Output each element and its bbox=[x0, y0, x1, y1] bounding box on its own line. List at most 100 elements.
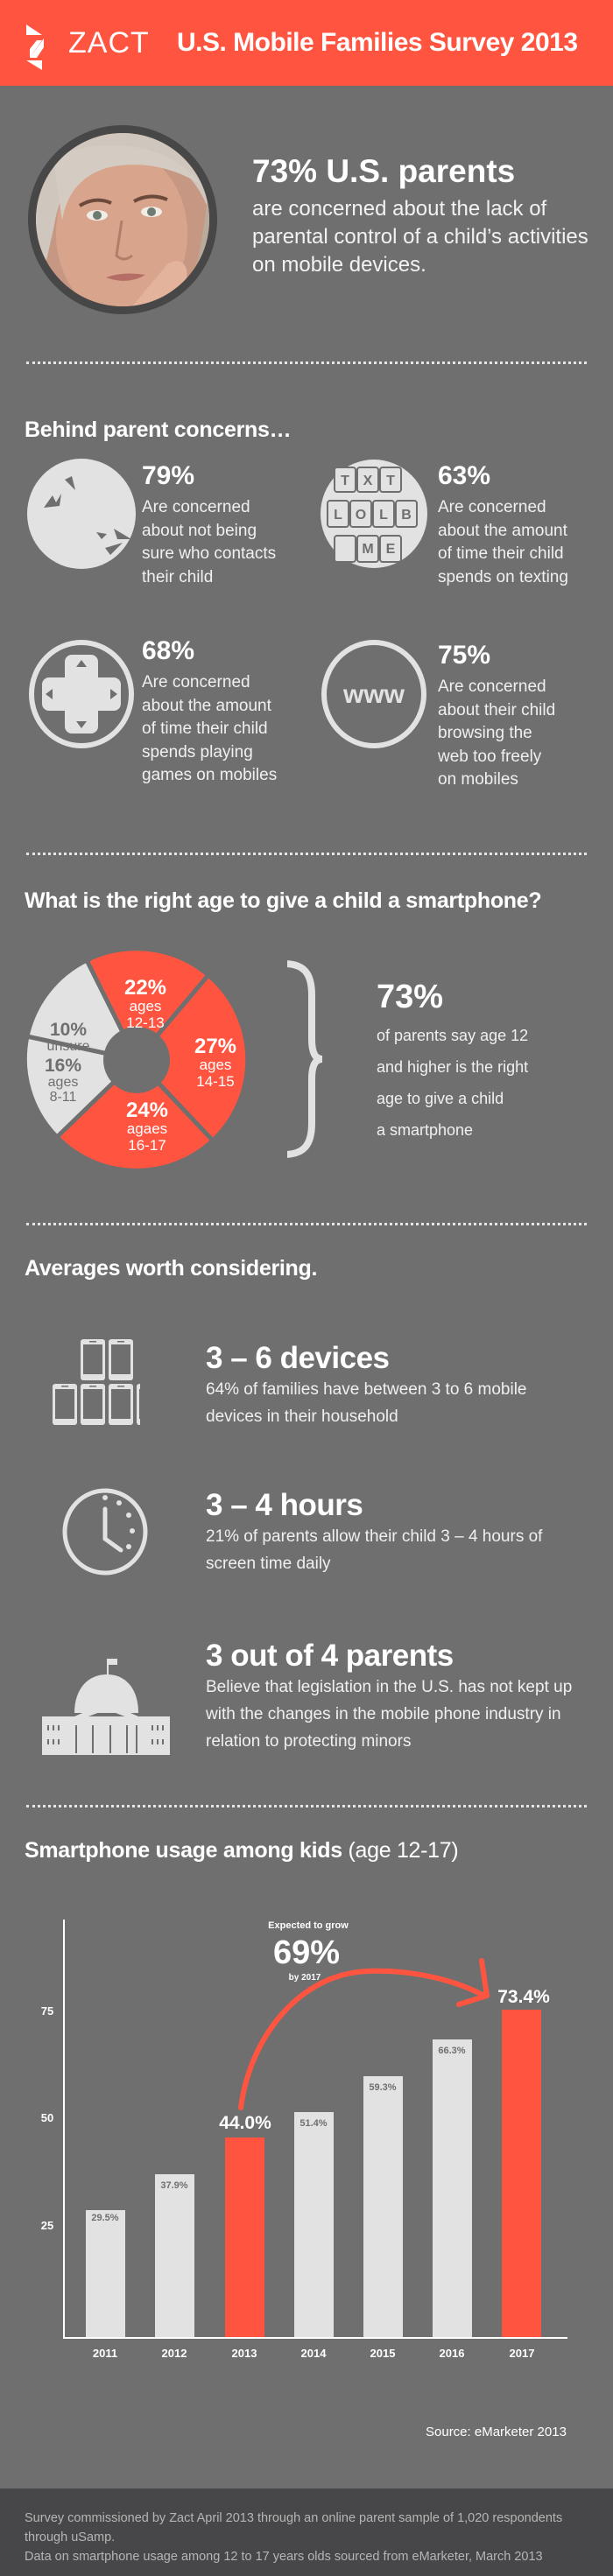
section-divider bbox=[26, 361, 587, 364]
legislation-stat: 3 out of 4 parents bbox=[206, 1639, 454, 1673]
footer-data-note: Data on smartphone usage among 12 to 17 … bbox=[25, 2550, 543, 2564]
svg-text:8-11: 8-11 bbox=[50, 1090, 77, 1105]
concern-line: sure who contacts bbox=[142, 544, 277, 563]
svg-text:T: T bbox=[341, 474, 349, 488]
summary-line: and higher is the right bbox=[377, 1058, 529, 1076]
svg-text:51.4%: 51.4% bbox=[299, 2118, 327, 2129]
svg-text:L: L bbox=[379, 508, 388, 523]
concern-line: on mobiles bbox=[438, 770, 518, 789]
svg-text:M: M bbox=[362, 542, 373, 557]
summary-line: age to give a child bbox=[377, 1090, 504, 1107]
devices-icon bbox=[53, 1339, 140, 1425]
svg-text:50: 50 bbox=[41, 2111, 53, 2124]
capitol-icon bbox=[42, 1659, 170, 1755]
svg-text:16%: 16% bbox=[45, 1056, 81, 1076]
svg-text:2016: 2016 bbox=[440, 2347, 465, 2360]
usage-title-bold: Smartphone usage among kids bbox=[25, 1838, 342, 1863]
page-title: U.S. Mobile Families Survey 2013 bbox=[177, 28, 578, 57]
concern-line: spends on texting bbox=[438, 567, 568, 586]
legislation-description: Believe that legislation in the U.S. has… bbox=[206, 1678, 573, 1751]
svg-text:ages: ages bbox=[200, 1056, 232, 1073]
concern-stat: 79% bbox=[142, 461, 195, 490]
svg-text:ages: ages bbox=[48, 1075, 79, 1090]
svg-text:by 2017: by 2017 bbox=[289, 1973, 321, 1983]
intro-description: are concerned about the lack of parental… bbox=[252, 197, 588, 277]
clock-icon bbox=[62, 1488, 148, 1576]
age-summary-description: of parents say age 12 and higher is the … bbox=[377, 1020, 578, 1146]
svg-text:16-17: 16-17 bbox=[128, 1137, 166, 1154]
svg-text:37.9%: 37.9% bbox=[160, 2180, 187, 2191]
svg-text:ages: ages bbox=[130, 998, 162, 1014]
svg-text:2015: 2015 bbox=[370, 2347, 396, 2360]
summary-line: of parents say age 12 bbox=[377, 1027, 529, 1044]
svg-text:O: O bbox=[356, 508, 366, 523]
svg-text:29.5%: 29.5% bbox=[91, 2213, 118, 2223]
zact-logo-icon bbox=[26, 25, 44, 70]
concern-line: their child bbox=[142, 567, 214, 586]
concern-item-gaming bbox=[26, 639, 137, 754]
svg-text:10%: 10% bbox=[50, 1020, 87, 1040]
svg-text:www: www bbox=[342, 680, 405, 709]
age-summary-stat: 73% bbox=[377, 979, 444, 1015]
concern-description: Are concerned about not being sure who c… bbox=[142, 496, 308, 589]
concern-line: about the amount bbox=[438, 521, 567, 540]
svg-text:Expected to grow: Expected to grow bbox=[268, 1920, 349, 1931]
svg-text:69%: 69% bbox=[273, 1934, 340, 1971]
averages-title: Averages worth considering. bbox=[25, 1256, 318, 1281]
concerns-title: Behind parent concerns… bbox=[25, 418, 292, 442]
concern-stat: 75% bbox=[438, 641, 491, 670]
concern-item-browsing: www bbox=[319, 639, 429, 754]
concern-line: Are concerned bbox=[142, 673, 250, 691]
concern-item-texting: T X T L O L B M E bbox=[319, 459, 429, 573]
svg-text:L: L bbox=[334, 508, 342, 523]
concern-line: browsing the bbox=[438, 724, 532, 742]
section-divider bbox=[26, 1223, 587, 1225]
section-divider bbox=[26, 1805, 587, 1807]
footer-survey-note: Survey commissioned by Zact April 2013 t… bbox=[25, 2511, 563, 2544]
keyboard-icon: T X T L O L B M E bbox=[321, 460, 427, 568]
svg-text:75: 75 bbox=[41, 2004, 53, 2018]
svg-text:12-13: 12-13 bbox=[126, 1014, 164, 1031]
svg-text:14-15: 14-15 bbox=[196, 1073, 234, 1090]
intro-headline: 73% U.S. parents bbox=[252, 153, 516, 189]
concern-line: about their child bbox=[438, 700, 556, 719]
svg-text:E: E bbox=[386, 542, 396, 557]
concern-line: Are concerned bbox=[438, 498, 546, 516]
usage-bar-chart: 75 50 25 29.5% 37.9% 51.4% 59.3% 66.3% 4… bbox=[41, 1920, 567, 2360]
hours-stat: 3 – 4 hours bbox=[206, 1488, 363, 1522]
svg-text:44.0%: 44.0% bbox=[219, 2113, 271, 2133]
concern-line: about not being bbox=[142, 521, 257, 540]
concern-description: Are concerned about their child browsing… bbox=[438, 676, 604, 792]
chart-source: Source: eMarketer 2013 bbox=[426, 2425, 567, 2439]
curly-brace-icon bbox=[287, 960, 322, 1158]
portrait-photo bbox=[28, 125, 217, 314]
concern-item-contacts bbox=[26, 459, 137, 573]
svg-text:B: B bbox=[401, 508, 412, 523]
age-question-title: What is the right age to give a child a … bbox=[25, 888, 542, 913]
gamepad-icon bbox=[29, 640, 134, 748]
svg-text:2012: 2012 bbox=[162, 2347, 187, 2360]
svg-text:unsure: unsure bbox=[47, 1039, 90, 1054]
footer bbox=[0, 2488, 613, 2576]
header-banner: ZACT U.S. Mobile Families Survey 2013 bbox=[0, 0, 613, 86]
svg-text:agaes: agaes bbox=[127, 1120, 167, 1137]
section-divider bbox=[26, 853, 587, 855]
concern-line: of time their child bbox=[142, 719, 268, 738]
concern-description: Are concerned about the amount of time t… bbox=[142, 671, 308, 788]
svg-text:22%: 22% bbox=[124, 976, 166, 1000]
svg-text:25: 25 bbox=[41, 2219, 53, 2232]
svg-text:73.4%: 73.4% bbox=[497, 1987, 550, 2007]
concern-line: web too freely bbox=[438, 747, 542, 766]
www-icon: www bbox=[321, 640, 426, 748]
portrait-illustration bbox=[36, 133, 209, 306]
svg-text:27%: 27% bbox=[194, 1035, 236, 1058]
svg-text:T: T bbox=[386, 474, 395, 488]
hours-description: 21% of parents allow their child 3 – 4 h… bbox=[206, 1527, 543, 1573]
usage-title: Smartphone usage among kids (age 12-17) bbox=[25, 1838, 459, 1864]
svg-text:2017: 2017 bbox=[510, 2347, 535, 2360]
concern-stat: 68% bbox=[142, 636, 195, 665]
concern-line: games on mobiles bbox=[142, 766, 278, 784]
concern-line: spends playing bbox=[142, 742, 253, 762]
concern-stat: 63% bbox=[438, 461, 491, 490]
svg-text:24%: 24% bbox=[126, 1098, 168, 1122]
